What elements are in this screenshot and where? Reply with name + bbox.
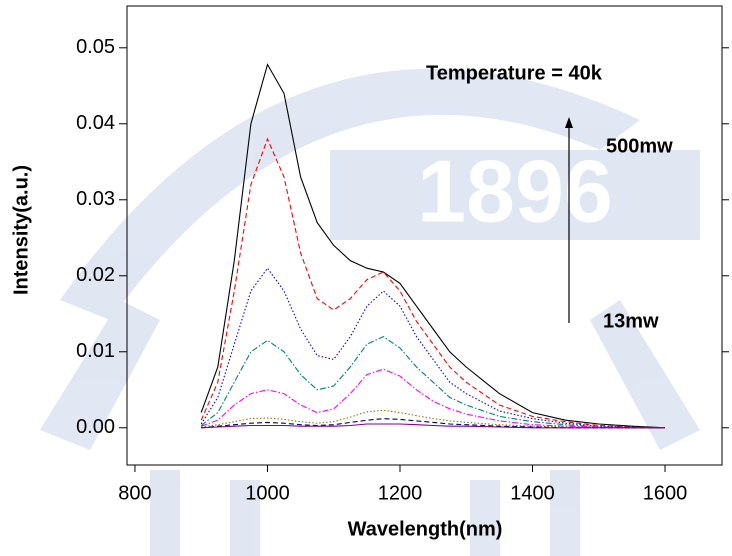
x-tick-label: 1600 [643, 482, 688, 504]
annotation: Temperature = 40k [426, 62, 603, 84]
x-axis-label: Wavelength(nm) [348, 518, 503, 540]
x-tick-label: 1000 [245, 482, 290, 504]
y-tick-label: 0.02 [76, 264, 115, 286]
x-tick-label: 1200 [378, 482, 423, 504]
annotation: 13mw [603, 310, 659, 332]
y-tick-label: 0.01 [76, 340, 115, 362]
y-axis-label: Intensity(a.u.) [10, 165, 32, 295]
series-line [200, 137, 666, 429]
series-line [201, 423, 665, 429]
arrow-head [565, 117, 573, 128]
watermark-text: 1896 [417, 141, 613, 240]
y-tick-label: 0.04 [76, 112, 115, 134]
x-tick-label: 1400 [510, 482, 555, 504]
x-tick-label: 800 [118, 482, 151, 504]
y-tick-label: 0.05 [76, 36, 115, 58]
y-tick-label: 0.03 [76, 188, 115, 210]
y-tick-label: 0.00 [76, 416, 115, 438]
plot-frame [126, 5, 723, 466]
annotation: 500mw [606, 135, 673, 157]
series-line [201, 418, 665, 429]
plot [200, 63, 666, 429]
series-line [200, 335, 665, 429]
watermark-shapes [40, 68, 700, 556]
series-line [200, 267, 666, 429]
series-line [201, 368, 665, 429]
series-line [200, 63, 666, 429]
